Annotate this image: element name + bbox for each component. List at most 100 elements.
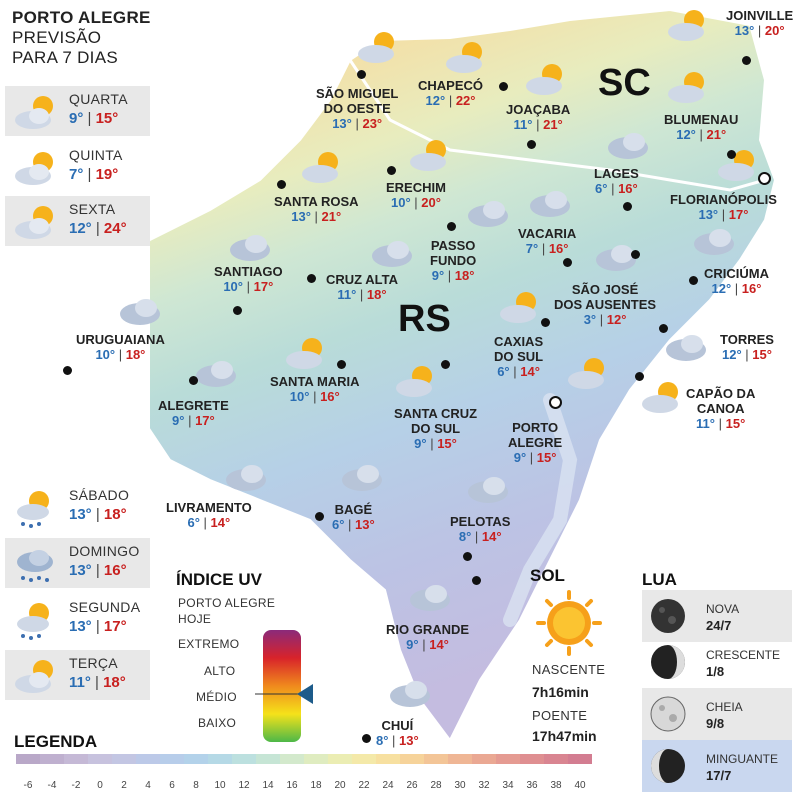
uv-level-extreme: EXTREMO <box>178 637 240 651</box>
moon-phase-date: 17/7 <box>706 768 732 783</box>
moon-phase-date: 24/7 <box>706 618 732 633</box>
sun-rain-icon <box>17 603 49 640</box>
legend-tick-label: 20 <box>334 780 346 791</box>
state-label: RS <box>398 298 451 340</box>
city-label-caxias-do-sul: CAXIAS DO SUL 6° | 14° <box>494 334 544 379</box>
legend-color-cell <box>472 754 496 764</box>
legend-color-cell <box>88 754 112 764</box>
header-line2: PREVISÃO <box>12 28 102 47</box>
sun-icon <box>536 590 602 656</box>
partly-cloudy-icon <box>500 292 536 323</box>
legend-tick-label: 4 <box>145 780 151 791</box>
partly-cloudy-icon <box>15 206 53 239</box>
legend-color-cell <box>160 754 184 764</box>
legend-color-cell <box>16 754 40 764</box>
city-label-uruguaiana: URUGUAIANA 10° | 18° <box>76 332 165 362</box>
sun-rain-icon <box>17 491 49 528</box>
legend-color-cell <box>112 754 136 764</box>
day-temps: 13° | 16° <box>69 562 127 579</box>
legend-color-cell <box>520 754 544 764</box>
city-label-capao-da-canoa: CAPÃO DA CANOA 11° | 15° <box>686 386 756 431</box>
header-city: PORTO ALEGRE <box>12 8 151 27</box>
waxing-moon-icon <box>651 645 685 679</box>
legend-color-cell <box>568 754 592 764</box>
city-dot <box>189 376 198 385</box>
partly-cloudy-icon <box>568 358 604 389</box>
legend-tick-label: 36 <box>526 780 538 791</box>
waning-moon-icon <box>651 749 685 783</box>
city-dot <box>362 734 371 743</box>
partly-cloudy-icon <box>358 32 394 63</box>
city-label-cruz-alta: CRUZ ALTA 11° | 18° <box>326 272 398 302</box>
city-label-sao-miguel-do-oeste: SÃO MIGUEL DO OESTE 13° | 23° <box>316 86 399 131</box>
city-label-porto-alegre: PORTO ALEGRE 9° | 15° <box>508 420 563 465</box>
legend-tick-label: 26 <box>406 780 418 791</box>
legend-tick-label: 18 <box>310 780 322 791</box>
legend-title: LEGENDA <box>14 732 98 751</box>
partly-cloudy-icon <box>15 96 53 129</box>
day-name: SÁBADO <box>69 487 130 503</box>
city-dot <box>472 576 481 585</box>
cloud-icon <box>120 299 160 325</box>
cloud-icon <box>390 681 430 707</box>
legend-tick-label: 28 <box>430 780 442 791</box>
city-dot <box>315 512 324 521</box>
city-dot <box>387 166 396 175</box>
uv-title: ÍNDICE UV <box>176 570 262 589</box>
day-forecast: SEXTA 12° | 24° <box>5 196 150 246</box>
city-dot <box>563 258 572 267</box>
cloud-icon <box>596 245 636 271</box>
city-dot <box>527 140 536 149</box>
city-dot <box>233 306 242 315</box>
legend-tick-label: -4 <box>47 780 57 791</box>
moon-phase-full: CHEIA 9/8 <box>642 688 792 740</box>
legend-tick-label: 22 <box>358 780 370 791</box>
legend-color-cell <box>400 754 424 764</box>
temp-min: 11° <box>69 674 91 691</box>
legend-color-cell <box>136 754 160 764</box>
temp-min: 9° <box>69 110 84 127</box>
partly-cloudy-icon <box>15 660 53 693</box>
sun-title: SOL <box>530 566 565 585</box>
legend-color-cell <box>184 754 208 764</box>
uv-scale <box>255 630 313 742</box>
legend-tick-label: 30 <box>454 780 466 791</box>
city-label-livramento: LIVRAMENTO 6° | 14° <box>166 500 252 530</box>
forecast-header: PORTO ALEGRE PREVISÃO PARA 7 DIAS <box>12 8 151 68</box>
capital-marker <box>549 396 562 409</box>
city-label-blumenau: BLUMENAU 12° | 21° <box>664 112 739 142</box>
cloud-icon <box>694 229 734 255</box>
city-dot <box>635 372 644 381</box>
city-dot <box>463 552 472 561</box>
uv-subtitle: PORTO ALEGRE <box>178 596 276 610</box>
moon-phase-waning: MINGUANTE 17/7 <box>642 740 792 792</box>
partly-cloudy-icon <box>526 64 562 95</box>
temp-max: 15° <box>95 110 119 127</box>
legend-color-cell <box>232 754 256 764</box>
city-label-pelotas: PELOTAS 8° | 14° <box>450 514 511 544</box>
moon-phase-name: NOVA <box>706 602 740 616</box>
day-temps: 12° | 24° <box>69 220 127 237</box>
partly-cloudy-icon <box>668 10 704 41</box>
cloud-icon <box>468 477 508 503</box>
sunset-label: POENTE <box>532 708 588 723</box>
moon-phase-new: NOVA 24/7 <box>642 590 792 642</box>
partly-cloudy-icon <box>668 72 704 103</box>
day-name: QUINTA <box>69 147 123 163</box>
city-label-sao-jose-dos-ausentes: SÃO JOSÉ DOS AUSENTES 3° | 12° <box>554 282 657 327</box>
new-moon-icon <box>651 599 685 633</box>
partly-cloudy-icon <box>15 152 53 185</box>
cloud-icon <box>230 235 270 261</box>
city-dot <box>63 366 72 375</box>
legend-tick-label: 12 <box>238 780 250 791</box>
temp-max: 16° <box>103 562 127 579</box>
moon-phase-date: 9/8 <box>706 716 725 731</box>
cloud-icon <box>666 335 706 361</box>
legend-color-cell <box>208 754 232 764</box>
legend-color-cell <box>256 754 280 764</box>
day-forecast: SEGUNDA 13° | 17° <box>5 594 150 644</box>
header-line3: PARA 7 DIAS <box>12 48 118 67</box>
city-dot <box>727 150 736 159</box>
day-temps: 13° | 17° <box>69 618 127 635</box>
legend-tick-label: 8 <box>193 780 199 791</box>
